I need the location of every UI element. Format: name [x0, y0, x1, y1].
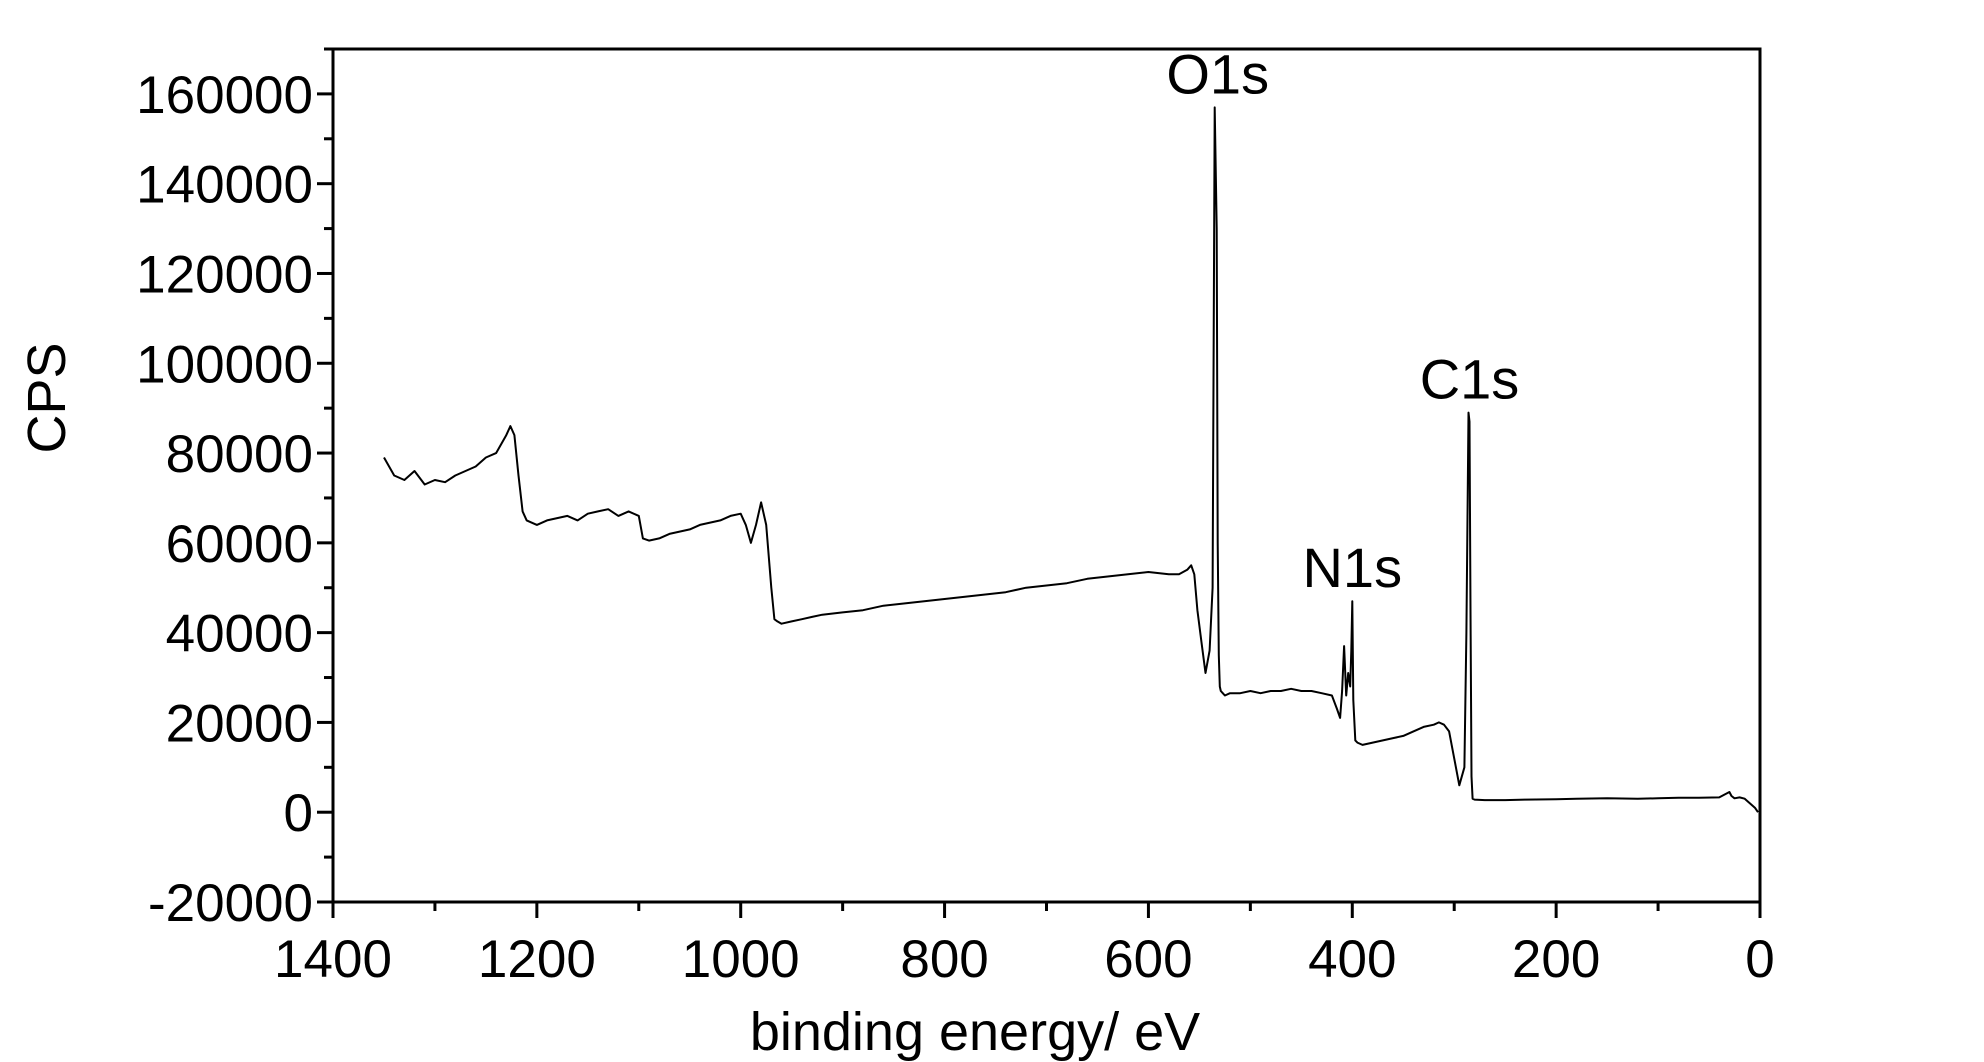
y-tick-label: -20000 [148, 874, 313, 933]
x-axis: 1400 1200 1000 800 600 400 200 0 [274, 902, 1775, 989]
x-tick-label: 1200 [478, 930, 596, 989]
peak-label: O1s [1166, 42, 1269, 105]
xps-chart: -20000 0 20000 40000 60000 80000 100000 120000 1… [0, 0, 1984, 1062]
y-tick-label: 100000 [136, 335, 313, 394]
x-tick-label: 600 [1104, 930, 1192, 989]
x-tick-label: 800 [900, 930, 988, 989]
x-tick-label: 400 [1308, 930, 1396, 989]
plot-frame [333, 49, 1760, 902]
y-tick-label: 80000 [166, 425, 313, 484]
peak-label: C1s [1420, 348, 1520, 411]
y-tick-label: 0 [284, 784, 313, 843]
x-tick-label: 1000 [682, 930, 800, 989]
peak-annotations: O1s N1s C1s [1166, 42, 1519, 599]
y-tick-label: 160000 [136, 66, 313, 125]
x-tick-label: 0 [1745, 930, 1774, 989]
spectrum-line [384, 107, 1758, 812]
y-tick-label: 40000 [166, 605, 313, 664]
y-tick-label: 60000 [166, 515, 313, 574]
y-tick-label: 120000 [136, 245, 313, 304]
x-axis-title: binding energy/ eV [750, 1002, 1200, 1062]
y-tick-label: 140000 [136, 156, 313, 215]
peak-label: N1s [1302, 536, 1402, 599]
x-tick-label: 1400 [274, 930, 392, 989]
y-axis: -20000 0 20000 40000 60000 80000 100000 120000 1… [136, 49, 333, 933]
y-tick-label: 20000 [166, 694, 313, 753]
x-tick-label: 200 [1512, 930, 1600, 989]
y-axis-title: CPS [17, 342, 77, 453]
